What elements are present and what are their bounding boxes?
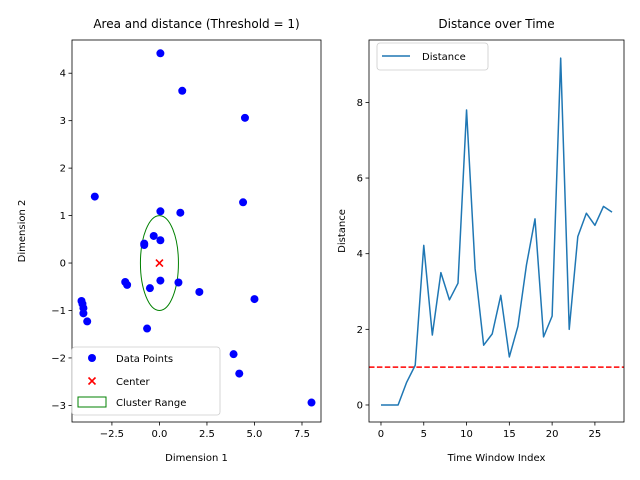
line-1-xtick-label: 5 bbox=[421, 429, 427, 440]
scatter-ylabel: Dimension 2 bbox=[17, 200, 28, 263]
legend-distance-label: Distance bbox=[422, 52, 466, 63]
data-point bbox=[235, 369, 244, 378]
data-point bbox=[143, 324, 152, 333]
scatter-0-ytick-label: 1 bbox=[60, 211, 66, 222]
data-point bbox=[174, 278, 183, 287]
line-1-xtick-label: 20 bbox=[546, 429, 559, 440]
scatter-0-xtick-label: 0.0 bbox=[151, 429, 167, 440]
scatter-marks bbox=[77, 49, 316, 407]
legend-cluster-range-swatch bbox=[77, 396, 107, 408]
legend-data-points-marker bbox=[88, 354, 96, 362]
data-point bbox=[83, 317, 92, 326]
line-1-ytick-label: 8 bbox=[357, 98, 363, 109]
data-point bbox=[250, 295, 259, 304]
data-point bbox=[156, 276, 165, 285]
scatter-xlabel: Dimension 1 bbox=[165, 453, 228, 464]
line-legend-box bbox=[376, 42, 489, 71]
scatter-panel: Area and distance (Threshold = 1) −2.5 0.… bbox=[17, 17, 322, 464]
data-point bbox=[178, 86, 187, 95]
cluster-range-ellipse bbox=[139, 215, 179, 311]
data-point bbox=[195, 287, 204, 296]
line-axes-ticks: 0 5 10 15 20 25 0 2 4 6 8 bbox=[357, 98, 602, 440]
data-point bbox=[176, 208, 185, 217]
line-1-xtick-label: 0 bbox=[378, 429, 384, 440]
scatter-0-ytick-label: −2 bbox=[51, 353, 66, 364]
scatter-0-xtick-label: −2.5 bbox=[100, 429, 124, 440]
scatter-0-ytick-label: 4 bbox=[60, 69, 66, 80]
scatter-0-xtick-label: 5.0 bbox=[247, 429, 263, 440]
scatter-axes-ticks: −2.5 0.0 2.5 5.0 7.5 −3 −2 −1 0 1 2 3 4 bbox=[51, 69, 310, 440]
line-1-xtick-label: 15 bbox=[503, 429, 516, 440]
legend-cluster-range-label: Cluster Range bbox=[116, 398, 186, 409]
data-point bbox=[156, 236, 165, 245]
data-point bbox=[307, 398, 316, 407]
scatter-0-ytick-label: 2 bbox=[60, 164, 66, 175]
center-marker bbox=[155, 258, 164, 268]
data-point bbox=[240, 113, 249, 122]
line-axes-frame bbox=[368, 39, 625, 423]
line-1-xtick-label: 25 bbox=[589, 429, 602, 440]
legend-data-points-label: Data Points bbox=[116, 354, 173, 365]
line-1-ytick-label: 0 bbox=[357, 400, 363, 411]
data-point bbox=[140, 239, 149, 248]
line-legend: Distance bbox=[376, 42, 489, 71]
distance-series-line bbox=[380, 57, 613, 406]
legend-center-label: Center bbox=[116, 377, 151, 388]
data-point bbox=[123, 280, 132, 289]
scatter-legend-box bbox=[71, 346, 221, 416]
scatter-axes-frame bbox=[71, 39, 322, 423]
data-point bbox=[229, 350, 238, 359]
legend-center-marker bbox=[87, 376, 97, 386]
line-1-xtick-label: 10 bbox=[460, 429, 473, 440]
scatter-0-ytick-label: 0 bbox=[60, 259, 66, 270]
scatter-legend: Data Points Center Cluster Range bbox=[71, 346, 221, 416]
scatter-0-ytick-label: −3 bbox=[51, 401, 66, 412]
line-1-ytick-label: 6 bbox=[357, 174, 363, 185]
data-point bbox=[149, 231, 158, 240]
data-point bbox=[79, 309, 88, 318]
scatter-0-xtick-label: 7.5 bbox=[294, 429, 310, 440]
scatter-0-xtick-label: 2.5 bbox=[199, 429, 215, 440]
line-1-ytick-label: 2 bbox=[357, 325, 363, 336]
scatter-title: Area and distance (Threshold = 1) bbox=[93, 17, 299, 31]
scatter-0-ytick-label: −1 bbox=[51, 306, 66, 317]
scatter-0-ytick-label: 3 bbox=[60, 116, 66, 127]
data-point bbox=[156, 49, 165, 58]
line-xlabel: Time Window Index bbox=[447, 453, 546, 464]
line-title: Distance over Time bbox=[438, 17, 554, 31]
data-point bbox=[239, 198, 248, 207]
line-marks bbox=[369, 57, 624, 406]
line-panel: Distance over Time 0 5 10 15 20 25 0 2 4 6 8 Time … bbox=[337, 17, 625, 464]
data-point bbox=[145, 284, 154, 293]
line-ylabel: Distance bbox=[337, 209, 348, 253]
data-point bbox=[90, 192, 99, 201]
line-1-ytick-label: 4 bbox=[357, 249, 363, 260]
data-point bbox=[156, 207, 165, 216]
